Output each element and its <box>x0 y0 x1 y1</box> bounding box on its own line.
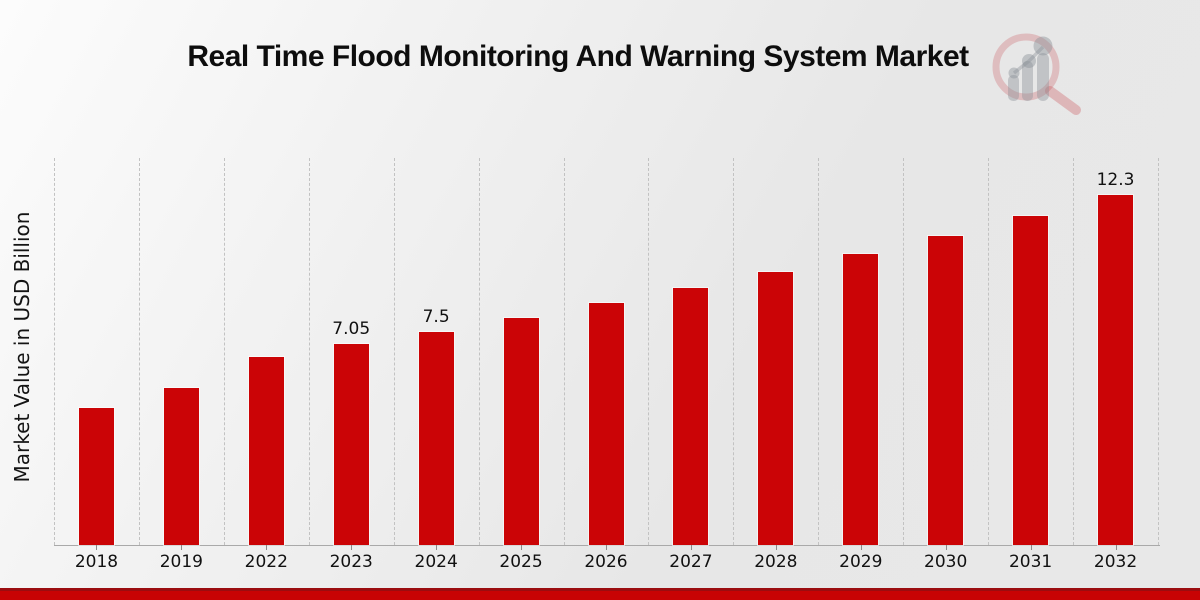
x-tick-label: 2029 <box>839 552 883 572</box>
x-tick-label: 2018 <box>74 552 119 572</box>
x-tick-label: 2027 <box>669 552 713 572</box>
footer-accent-bar <box>0 588 1200 600</box>
x-tick-label: 2022 <box>244 552 288 572</box>
gridline <box>1073 158 1075 545</box>
x-axis-tick <box>521 545 523 550</box>
x-axis-tick <box>1030 545 1032 550</box>
x-tick-label: 2030 <box>924 552 968 572</box>
bar-value-label: 12.3 <box>1096 169 1135 190</box>
gridline <box>54 158 55 545</box>
gridline <box>818 158 820 545</box>
gridline <box>988 158 990 545</box>
bar-value-label: 7.05 <box>332 319 371 340</box>
gridline <box>223 158 225 545</box>
x-axis-tick <box>96 545 98 550</box>
x-axis-tick <box>351 545 353 550</box>
x-axis-tick <box>1115 545 1117 550</box>
gridline <box>138 158 140 545</box>
x-tick-label: 2019 <box>159 552 203 572</box>
x-tick-label: 2032 <box>1093 552 1138 572</box>
bar-2032 <box>1098 194 1134 545</box>
x-axis-tick <box>690 545 692 550</box>
x-tick-label: 2028 <box>754 552 798 572</box>
bar-2031 <box>1013 216 1049 545</box>
gridline <box>308 158 310 545</box>
bar-2018 <box>78 408 114 545</box>
gridline <box>563 158 565 545</box>
bar-2019 <box>163 388 199 545</box>
x-axis-tick <box>181 545 183 550</box>
bar-value-label: 7.5 <box>422 306 450 327</box>
gridline <box>478 158 480 545</box>
bar-2022 <box>248 357 284 545</box>
x-tick-label: 2026 <box>584 552 628 572</box>
x-tick-label: 2031 <box>1008 552 1053 572</box>
bar-2023 <box>333 344 369 545</box>
x-axis-tick <box>775 545 777 550</box>
x-axis-tick <box>436 545 438 550</box>
gridline <box>648 158 650 545</box>
magnifier-bar-chart-logo-icon <box>992 33 1081 115</box>
gridline <box>903 158 905 545</box>
x-axis-line <box>54 545 1160 546</box>
bar-2024 <box>418 331 454 545</box>
bar-2025 <box>503 317 539 545</box>
x-axis-tick <box>945 545 947 550</box>
bar-2029 <box>843 254 879 545</box>
chart-title: Real Time Flood Monitoring And Warning S… <box>187 40 969 73</box>
bar-2027 <box>673 288 709 545</box>
gridline <box>733 158 735 545</box>
gridline <box>1158 158 1159 545</box>
bar-2030 <box>928 235 964 545</box>
x-tick-label: 2025 <box>499 552 543 572</box>
bar-2026 <box>588 303 624 545</box>
x-axis-tick <box>266 545 268 550</box>
gridline <box>393 158 395 545</box>
x-axis-tick <box>606 545 607 550</box>
bar-2028 <box>758 271 794 545</box>
x-tick-label: 2023 <box>329 552 373 572</box>
x-tick-label: 2024 <box>414 552 458 572</box>
x-axis-tick <box>860 545 862 550</box>
